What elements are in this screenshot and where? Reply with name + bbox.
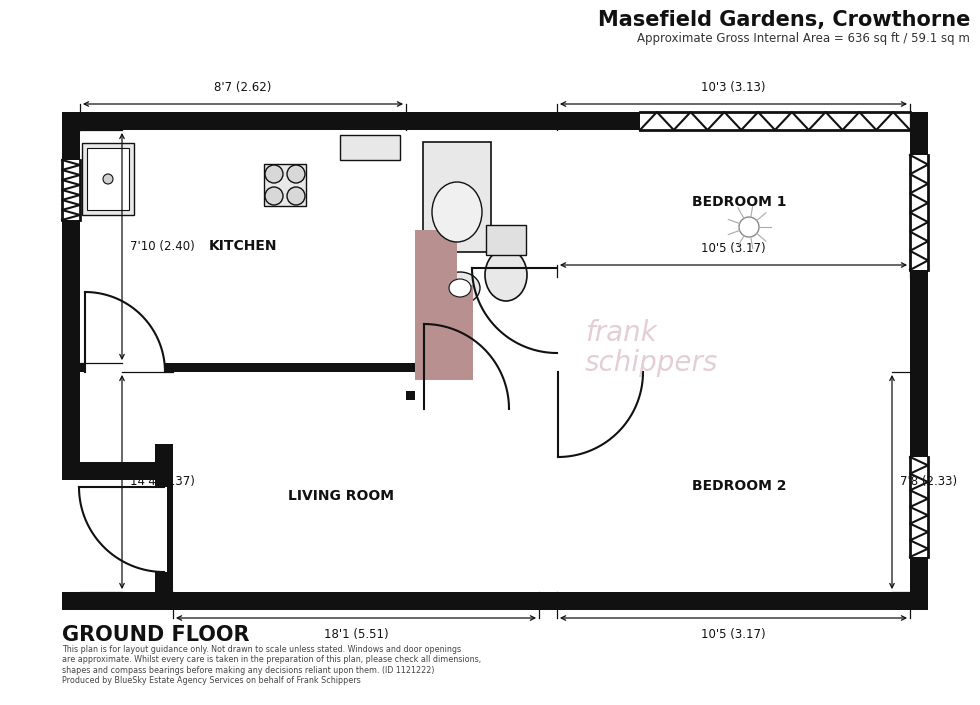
Bar [82, 143, 134, 215]
Bar [415, 230, 457, 285]
Bar [85, 352, 165, 372]
Bar [80, 130, 415, 363]
Ellipse shape [432, 182, 482, 242]
Text: Masefield Gardens, Crowthorne: Masefield Gardens, Crowthorne [598, 10, 970, 30]
Bar [539, 354, 919, 372]
Bar [155, 444, 173, 610]
Text: BEDROOM 1: BEDROOM 1 [692, 195, 786, 209]
Text: 14'4 (4.37): 14'4 (4.37) [130, 475, 195, 489]
Bar [62, 160, 80, 220]
Circle shape [265, 165, 283, 183]
Bar [173, 400, 548, 592]
Text: KITCHEN: KITCHEN [209, 240, 277, 254]
Bar [558, 352, 643, 372]
Bar [62, 112, 928, 130]
Bar [406, 391, 548, 409]
Bar [147, 487, 167, 572]
Text: schippers: schippers [585, 349, 718, 377]
Text: BEDROOM 2: BEDROOM 2 [692, 479, 786, 493]
Text: This plan is for layout guidance only. Not drawn to scale unless stated. Windows: This plan is for layout guidance only. N… [62, 645, 481, 685]
Bar [640, 112, 910, 130]
Bar [62, 112, 80, 462]
Text: frank: frank [586, 319, 658, 347]
Bar [173, 400, 548, 592]
Text: 10'5 (3.17): 10'5 (3.17) [701, 628, 765, 641]
Bar [87, 148, 129, 210]
Bar [548, 363, 910, 592]
Text: 10'5 (3.17): 10'5 (3.17) [701, 242, 765, 255]
Bar [425, 389, 510, 409]
Ellipse shape [485, 249, 527, 301]
Circle shape [287, 187, 305, 205]
Bar [415, 130, 548, 363]
Bar [539, 121, 557, 409]
Bar [80, 354, 424, 372]
Circle shape [287, 165, 305, 183]
Bar [539, 268, 559, 353]
Bar [910, 457, 928, 557]
Circle shape [103, 174, 113, 184]
Text: LIVING ROOM: LIVING ROOM [287, 489, 394, 503]
Bar [910, 155, 928, 270]
Ellipse shape [440, 272, 480, 304]
Bar [415, 285, 473, 380]
Text: 7'10 (2.40): 7'10 (2.40) [130, 240, 195, 253]
Bar [486, 225, 526, 255]
Text: 8'7 (2.62): 8'7 (2.62) [215, 81, 271, 94]
Bar [548, 130, 910, 363]
Text: Approximate Gross Internal Area = 636 sq ft / 59.1 sq m: Approximate Gross Internal Area = 636 sq… [637, 32, 970, 45]
Text: 18'1 (5.51): 18'1 (5.51) [323, 628, 388, 641]
Bar [62, 462, 173, 480]
Circle shape [739, 217, 759, 237]
Ellipse shape [449, 279, 471, 297]
Bar [415, 363, 548, 400]
Bar [406, 121, 424, 372]
Circle shape [265, 187, 283, 205]
Text: GROUND FLOOR: GROUND FLOOR [62, 625, 250, 645]
Bar [264, 164, 306, 206]
Bar [423, 142, 491, 252]
Bar [340, 135, 400, 160]
Bar [62, 592, 928, 610]
Bar [910, 112, 928, 610]
Text: 10'3 (3.13): 10'3 (3.13) [702, 81, 765, 94]
Text: 7'8 (2.33): 7'8 (2.33) [900, 475, 957, 489]
